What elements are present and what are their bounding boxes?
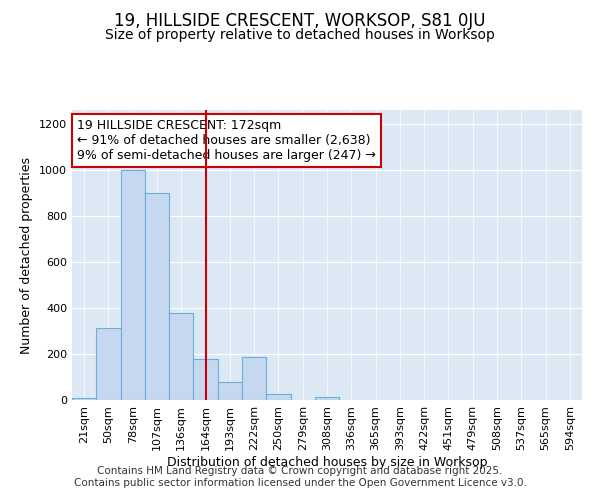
Text: Contains HM Land Registry data © Crown copyright and database right 2025.
Contai: Contains HM Land Registry data © Crown c… (74, 466, 526, 487)
Bar (266, 394, 290, 400)
Bar (193, 358, 218, 400)
Bar (96, 328, 121, 400)
Y-axis label: Number of detached properties: Number of detached properties (20, 156, 34, 354)
Text: 19, HILLSIDE CRESCENT, WORKSOP, S81 0JU: 19, HILLSIDE CRESCENT, WORKSOP, S81 0JU (114, 12, 486, 30)
Text: Size of property relative to detached houses in Worksop: Size of property relative to detached ho… (105, 28, 495, 42)
Bar (169, 312, 193, 400)
Bar (315, 396, 339, 400)
Bar (72, 398, 96, 400)
Text: 19 HILLSIDE CRESCENT: 172sqm
← 91% of detached houses are smaller (2,638)
9% of : 19 HILLSIDE CRESCENT: 172sqm ← 91% of de… (77, 118, 376, 162)
Bar (121, 170, 145, 400)
Bar (218, 382, 242, 400)
Bar (242, 358, 266, 400)
X-axis label: Distribution of detached houses by size in Worksop: Distribution of detached houses by size … (167, 456, 487, 468)
Bar (145, 193, 169, 400)
